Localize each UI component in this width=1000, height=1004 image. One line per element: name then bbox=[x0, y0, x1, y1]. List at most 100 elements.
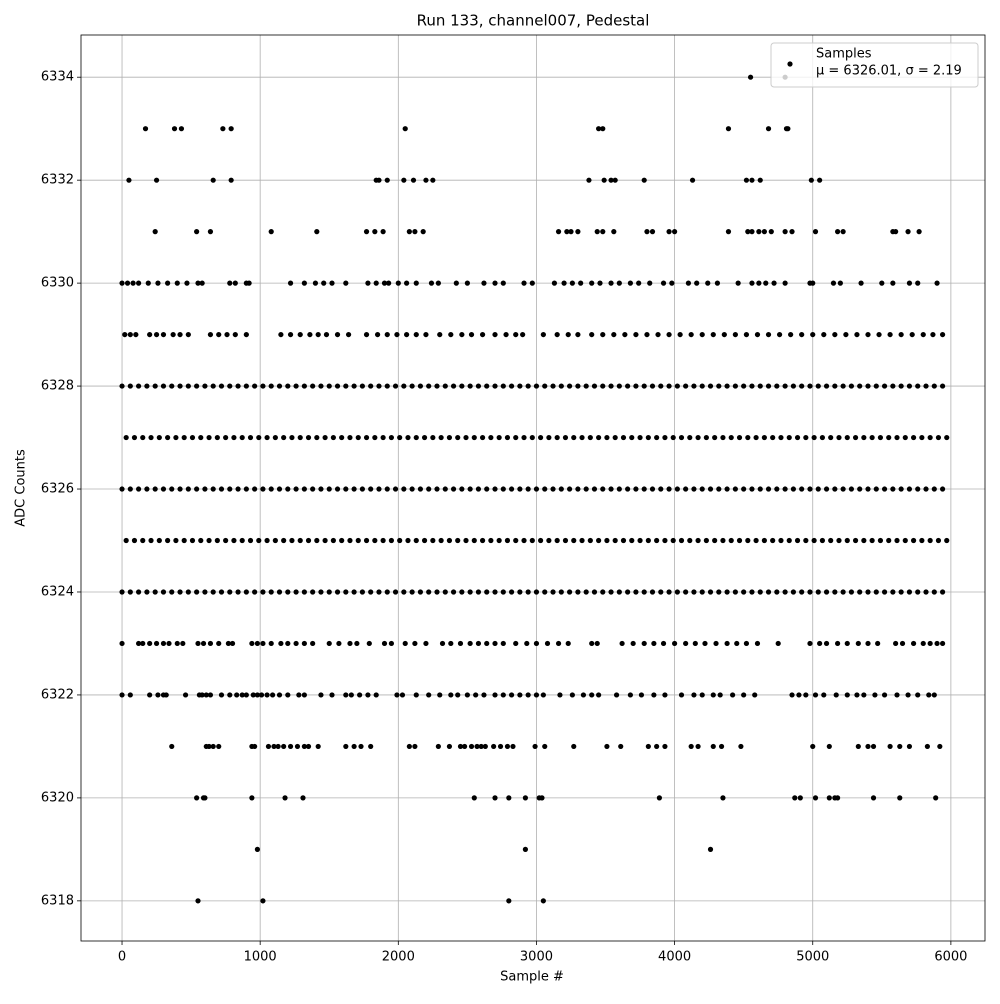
point bbox=[231, 434, 237, 441]
point bbox=[492, 589, 498, 595]
point bbox=[386, 280, 392, 286]
point bbox=[166, 640, 172, 647]
point bbox=[741, 692, 747, 698]
point bbox=[651, 640, 657, 647]
point bbox=[405, 434, 411, 441]
point bbox=[160, 383, 167, 389]
point bbox=[278, 331, 284, 338]
point bbox=[194, 795, 200, 801]
point bbox=[434, 486, 440, 492]
point bbox=[745, 229, 751, 235]
point bbox=[819, 537, 826, 544]
point bbox=[840, 229, 846, 235]
point bbox=[399, 692, 406, 698]
point bbox=[127, 383, 133, 389]
point bbox=[268, 589, 274, 595]
point bbox=[479, 537, 486, 544]
point bbox=[703, 434, 709, 441]
point bbox=[228, 177, 234, 183]
point bbox=[185, 383, 191, 389]
point bbox=[207, 692, 214, 698]
point bbox=[745, 434, 751, 441]
point bbox=[669, 280, 675, 286]
point bbox=[354, 640, 360, 647]
point bbox=[503, 331, 509, 338]
point bbox=[898, 486, 904, 492]
point bbox=[310, 640, 316, 647]
point bbox=[927, 434, 933, 441]
point bbox=[790, 383, 796, 389]
point bbox=[893, 640, 899, 647]
point bbox=[285, 692, 291, 698]
point bbox=[828, 434, 834, 441]
point bbox=[688, 743, 694, 750]
point bbox=[500, 280, 506, 286]
point bbox=[869, 434, 875, 441]
x-tick-label: 4000 bbox=[658, 950, 691, 965]
point bbox=[792, 795, 798, 801]
point bbox=[334, 589, 341, 595]
point bbox=[567, 486, 573, 492]
point bbox=[753, 434, 759, 441]
point bbox=[326, 383, 332, 389]
point bbox=[840, 486, 846, 492]
point bbox=[537, 434, 544, 441]
point bbox=[774, 589, 780, 595]
point bbox=[736, 537, 743, 544]
legend-label: Samples bbox=[816, 47, 872, 62]
point bbox=[435, 280, 441, 286]
point bbox=[920, 640, 926, 647]
point bbox=[384, 589, 390, 595]
point bbox=[583, 589, 589, 595]
point bbox=[326, 640, 332, 647]
point bbox=[153, 640, 160, 647]
point bbox=[165, 280, 171, 286]
point bbox=[641, 383, 647, 389]
point bbox=[169, 589, 175, 595]
point bbox=[312, 280, 319, 286]
point bbox=[318, 486, 324, 492]
point bbox=[228, 126, 234, 132]
point bbox=[876, 331, 882, 338]
point bbox=[189, 537, 196, 544]
point bbox=[395, 280, 401, 286]
point bbox=[207, 640, 214, 647]
y-tick-label: 6320 bbox=[41, 790, 74, 805]
point bbox=[330, 434, 336, 441]
point bbox=[732, 486, 738, 492]
y-tick-label: 6328 bbox=[41, 379, 74, 394]
point bbox=[662, 743, 668, 750]
point bbox=[589, 280, 595, 286]
point bbox=[363, 434, 370, 441]
point bbox=[915, 280, 921, 286]
point bbox=[596, 434, 602, 441]
point bbox=[310, 383, 316, 389]
point bbox=[905, 229, 911, 235]
point bbox=[638, 692, 645, 698]
point bbox=[293, 383, 299, 389]
point bbox=[579, 434, 585, 441]
point bbox=[785, 126, 791, 132]
point bbox=[540, 898, 546, 904]
point bbox=[620, 434, 627, 441]
point bbox=[180, 640, 186, 647]
point bbox=[153, 177, 160, 183]
point bbox=[649, 383, 656, 389]
point bbox=[761, 229, 767, 235]
point bbox=[479, 434, 486, 441]
point bbox=[564, 229, 570, 235]
point bbox=[775, 640, 781, 647]
point bbox=[484, 589, 490, 595]
point bbox=[540, 692, 546, 698]
point bbox=[612, 434, 618, 441]
point bbox=[633, 331, 639, 338]
point bbox=[455, 692, 461, 698]
point bbox=[281, 537, 287, 544]
point bbox=[683, 383, 689, 389]
point bbox=[521, 434, 527, 441]
point bbox=[666, 383, 672, 389]
point bbox=[597, 280, 603, 286]
point bbox=[438, 537, 444, 544]
point bbox=[235, 383, 241, 389]
point bbox=[268, 383, 274, 389]
